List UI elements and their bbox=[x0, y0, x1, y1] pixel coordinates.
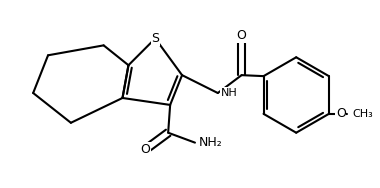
Text: NH₂: NH₂ bbox=[199, 136, 223, 149]
Text: O: O bbox=[237, 29, 247, 42]
Text: S: S bbox=[151, 32, 159, 45]
Text: NH: NH bbox=[221, 88, 238, 98]
Text: O: O bbox=[336, 107, 346, 120]
Text: O: O bbox=[140, 143, 150, 156]
Text: CH₃: CH₃ bbox=[353, 109, 374, 119]
